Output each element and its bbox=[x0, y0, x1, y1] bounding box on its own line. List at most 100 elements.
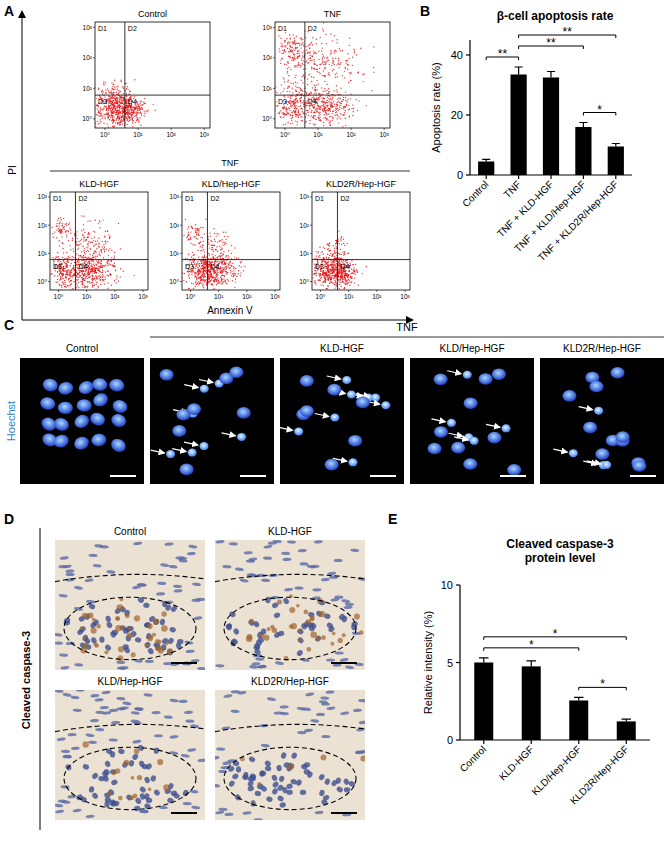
flow-dot bbox=[117, 98, 118, 99]
flow-dot bbox=[310, 111, 311, 112]
flow-dot bbox=[100, 284, 101, 285]
flow-dot bbox=[282, 107, 283, 108]
flow-dot bbox=[105, 106, 106, 107]
flow-dot bbox=[92, 268, 93, 269]
flow-dot bbox=[112, 113, 113, 114]
flow-dot bbox=[290, 123, 291, 124]
flow-dot bbox=[76, 280, 77, 281]
flow-dot bbox=[319, 117, 320, 118]
flow-dot bbox=[283, 114, 284, 115]
flow-dot bbox=[100, 110, 101, 111]
flow-dot bbox=[84, 279, 85, 280]
flow-dot bbox=[100, 108, 101, 109]
flow-dot bbox=[91, 282, 92, 283]
flow-dot bbox=[315, 52, 316, 53]
flow-dot bbox=[336, 111, 337, 112]
flow-dot bbox=[288, 51, 289, 52]
flow-dot bbox=[112, 97, 113, 98]
flow-dot bbox=[106, 93, 107, 94]
flow-dot bbox=[313, 53, 314, 54]
flow-dot bbox=[128, 113, 129, 114]
flow-dot bbox=[331, 103, 332, 104]
flow-dot bbox=[129, 105, 130, 106]
gate-line bbox=[304, 22, 305, 128]
flow-dot bbox=[127, 89, 128, 90]
flow-dot bbox=[362, 74, 363, 75]
flow-dot bbox=[348, 105, 349, 106]
flow-dot bbox=[123, 121, 124, 122]
flow-dot bbox=[332, 96, 333, 97]
flow-dot bbox=[81, 270, 82, 271]
flow-dot bbox=[311, 67, 312, 68]
flow-dot bbox=[325, 63, 326, 64]
flow-dot bbox=[88, 268, 89, 269]
flow-dot bbox=[127, 86, 128, 87]
flow-dot bbox=[79, 276, 80, 277]
flow-dots bbox=[275, 22, 375, 128]
flow-dot bbox=[285, 124, 286, 125]
flow-dot bbox=[68, 270, 69, 271]
flow-dot bbox=[88, 270, 89, 271]
flow-dot bbox=[329, 75, 330, 76]
flow-dot bbox=[297, 64, 298, 65]
flow-dot bbox=[82, 270, 83, 271]
flow-dot bbox=[332, 118, 333, 119]
x-tick-label: 10³ bbox=[379, 131, 389, 138]
flow-dot bbox=[114, 107, 115, 108]
flow-plot: D1D2D3D410⁰10¹10²10³10⁰10¹10²10³KLD-HGF bbox=[37, 179, 148, 300]
plot-title: TNF bbox=[324, 9, 342, 19]
flow-dot bbox=[111, 93, 112, 94]
flow-dot bbox=[288, 102, 289, 103]
flow-dot bbox=[311, 112, 312, 113]
flow-dot bbox=[108, 117, 109, 118]
flow-dot bbox=[96, 272, 97, 273]
flow-dot bbox=[83, 270, 84, 271]
flow-dot bbox=[311, 110, 312, 111]
flow-dot bbox=[135, 113, 136, 114]
flow-dot bbox=[329, 109, 330, 110]
flow-dot bbox=[289, 91, 290, 92]
flow-dot bbox=[108, 117, 109, 118]
flow-dot bbox=[99, 262, 100, 263]
flow-dot bbox=[102, 90, 103, 91]
flow-dot bbox=[284, 106, 285, 107]
flow-dot bbox=[290, 57, 291, 58]
flow-dot bbox=[297, 114, 298, 115]
flow-dot bbox=[345, 125, 346, 126]
flow-dot bbox=[114, 98, 115, 99]
flow-dot bbox=[70, 280, 71, 281]
x-tick-label: 10³ bbox=[199, 131, 209, 138]
flow-dot bbox=[69, 275, 70, 276]
flow-dot bbox=[297, 94, 298, 95]
flow-dot bbox=[295, 47, 296, 48]
flow-dot bbox=[119, 101, 120, 102]
flow-dot bbox=[78, 258, 79, 259]
flow-dot bbox=[287, 71, 288, 72]
flow-dot bbox=[116, 107, 117, 108]
flow-dot bbox=[306, 50, 307, 51]
flow-dot bbox=[112, 88, 113, 89]
flow-dot bbox=[326, 118, 327, 119]
flow-dot bbox=[130, 109, 131, 110]
flow-dot bbox=[325, 107, 326, 108]
flow-dot bbox=[139, 109, 140, 110]
flow-dot bbox=[289, 102, 290, 103]
flow-dot bbox=[98, 262, 99, 263]
flow-dot bbox=[295, 112, 296, 113]
flow-dot bbox=[312, 106, 313, 107]
flow-dot bbox=[119, 99, 120, 100]
y-tick-label: 10² bbox=[83, 54, 93, 61]
flow-dot bbox=[96, 282, 97, 283]
flow-dot bbox=[319, 93, 320, 94]
flow-dot bbox=[301, 93, 302, 94]
flow-dot bbox=[332, 113, 333, 114]
flow-dot bbox=[126, 116, 127, 117]
flow-dot bbox=[115, 114, 116, 115]
flow-dot bbox=[99, 122, 100, 123]
flow-dot bbox=[86, 276, 87, 277]
flow-dot bbox=[132, 114, 133, 115]
flow-dot bbox=[90, 258, 91, 259]
flow-dot bbox=[135, 105, 136, 106]
flow-dot bbox=[117, 117, 118, 118]
flow-dot bbox=[128, 113, 129, 114]
